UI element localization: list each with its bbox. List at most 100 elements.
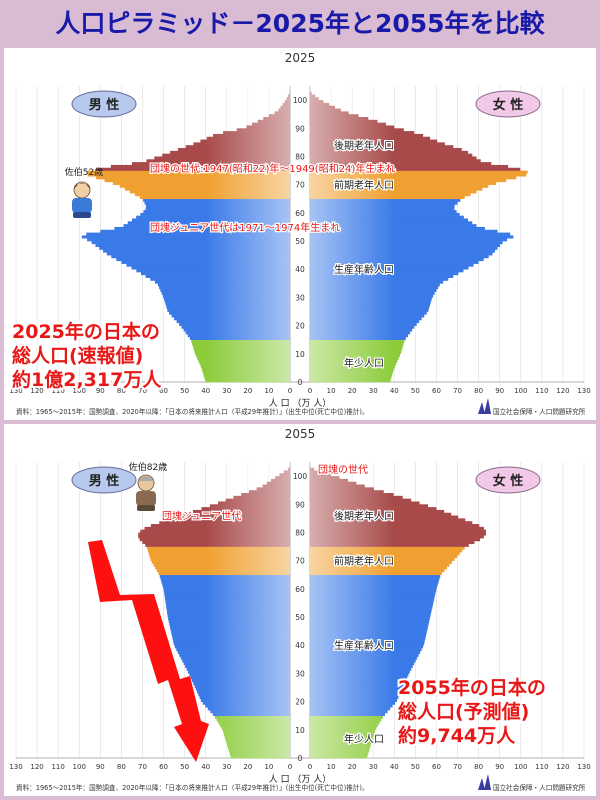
bar-female-late xyxy=(310,524,480,528)
annotations: 団塊の世代:1947(昭和22)年～1949(昭和24)年生まれ団塊ジュニア世代… xyxy=(149,161,397,236)
y-tick-label: 0 xyxy=(298,754,303,763)
bar-female-working xyxy=(310,226,485,231)
bar-male-working xyxy=(111,255,290,259)
x-tick-label: 110 xyxy=(535,763,548,771)
y-tick-label: 70 xyxy=(295,181,305,190)
male-label: 男 性 xyxy=(89,97,120,113)
x-tick-label: 80 xyxy=(117,387,126,395)
bar-male-late xyxy=(96,167,290,171)
pyramid-panel-2025: 2025 0 10 20 30 40 50 60 70 80 90 100 130 120 110 100 90… xyxy=(4,48,596,420)
y-tick-label: 30 xyxy=(295,669,305,678)
highlight-right xyxy=(310,86,395,382)
x-tick-label: 120 xyxy=(556,763,569,771)
annotation-dankai: 団塊の世代:1947(昭和22)年～1949(昭和24)年生まれ xyxy=(150,162,395,175)
y-tick-label: 90 xyxy=(295,124,305,133)
x-tick-label: 100 xyxy=(73,387,86,395)
decline-arrow xyxy=(88,540,209,762)
source-note: 資料：1965～2015年：国勢調査、2020年以降：「日本の将来推計人口（平成… xyxy=(16,407,369,416)
male-label: 男 性 xyxy=(89,473,120,489)
x-tick-label: 60 xyxy=(432,763,441,771)
bar-male-working xyxy=(99,246,290,250)
x-tick-label: 120 xyxy=(30,763,43,771)
y-tick-label: 70 xyxy=(295,557,305,566)
band-label-late: 後期老年人口 xyxy=(334,139,394,152)
x-tick-label: 110 xyxy=(51,387,64,395)
bar-female-working xyxy=(310,255,489,259)
y-tick-labels: 0 10 20 30 40 50 60 70 80 90 100 xyxy=(293,96,308,387)
chart-title: 2025 xyxy=(285,51,316,65)
person-label: 佐伯82歳 xyxy=(129,461,167,473)
x-tick-label: 10 xyxy=(327,387,336,395)
bar-male-early xyxy=(112,181,290,185)
y-tick-label: 20 xyxy=(295,698,305,707)
y-tick-label: 80 xyxy=(295,528,305,537)
y-tick-label: 100 xyxy=(293,96,308,105)
x-tick-label: 120 xyxy=(556,387,569,395)
bar-female-working xyxy=(310,241,503,245)
annotation-dankai-junior: 団塊ジュニア世代は1971～1974年生まれ xyxy=(150,221,340,234)
bar-female-late xyxy=(310,159,481,163)
bar-female-working xyxy=(310,235,514,239)
highlight-left xyxy=(205,462,290,758)
person-figure xyxy=(72,181,92,218)
bar-male-working xyxy=(87,238,290,242)
institute-logo: 国立社会保障・人口問題研究所 xyxy=(478,774,586,792)
x-tick-labels: 130 120 110 100 90 80 70 60 50 40 30 20 10 0 0 10 20 30 40… xyxy=(9,763,590,771)
highlight-right xyxy=(310,462,395,758)
bar-female-early xyxy=(310,176,517,180)
institute-logo-icon xyxy=(478,774,491,790)
institute-name: 国立社会保障・人口問題研究所 xyxy=(493,407,586,416)
y-tick-label: 20 xyxy=(295,322,305,331)
bar-female-early xyxy=(310,179,507,183)
y-tick-label: 30 xyxy=(295,293,305,302)
total-line: 2055年の日本の xyxy=(398,676,546,699)
bar-male-early xyxy=(104,179,291,183)
bar-female-late xyxy=(310,526,484,530)
bar-female-early xyxy=(310,170,528,174)
person-hair xyxy=(74,183,90,189)
band-label-early: 前期老年人口 xyxy=(334,555,394,568)
bar-female-late xyxy=(310,164,509,169)
bar-male-working xyxy=(100,229,290,233)
x-tick-label: 100 xyxy=(514,763,527,771)
female-label: 女 性 xyxy=(493,473,524,489)
y-tick-label: 40 xyxy=(295,641,305,650)
x-tick-label: 50 xyxy=(180,387,189,395)
x-tick-label: 60 xyxy=(432,387,441,395)
bar-female-late xyxy=(310,538,481,542)
x-tick-label: 30 xyxy=(222,763,231,771)
band-label-youth: 年少人口 xyxy=(344,732,384,745)
y-tick-label: 50 xyxy=(295,237,305,246)
x-tick-label: 130 xyxy=(577,387,590,395)
x-tick-label: 90 xyxy=(96,387,105,395)
total-line: 総人口(速報値) xyxy=(12,344,143,367)
y-tick-label: 50 xyxy=(295,613,305,622)
bar-female-late xyxy=(310,162,492,166)
total-line: 約9,744万人 xyxy=(398,724,516,747)
band-label-working: 生産年齢人口 xyxy=(334,639,394,652)
person-legs xyxy=(137,505,155,511)
x-tick-label: 0 xyxy=(308,387,312,395)
bar-male-working xyxy=(95,243,291,247)
page-title: 人口ピラミッド－2025年と2055年を比較 xyxy=(55,9,545,38)
x-tick-label: 110 xyxy=(535,387,548,395)
chart-title: 2055 xyxy=(285,427,316,441)
bar-female-early xyxy=(310,187,483,191)
bar-male-early xyxy=(87,170,291,174)
x-tick-label: 20 xyxy=(243,763,252,771)
annotation-dankai: 団塊の世代 xyxy=(318,463,368,476)
institute-logo-icon xyxy=(478,398,491,414)
x-tick-label: 130 xyxy=(577,763,590,771)
bar-male-working xyxy=(81,235,290,239)
male-badge: 男 性 xyxy=(71,466,137,494)
bar-male-working xyxy=(86,232,290,236)
x-tick-label: 70 xyxy=(453,387,462,395)
x-tick-label: 20 xyxy=(243,387,252,395)
female-badge: 女 性 xyxy=(475,466,541,494)
bar-female-late xyxy=(310,532,486,536)
bar-female-working xyxy=(310,232,511,236)
institute-name: 国立社会保障・人口問題研究所 xyxy=(493,783,586,792)
